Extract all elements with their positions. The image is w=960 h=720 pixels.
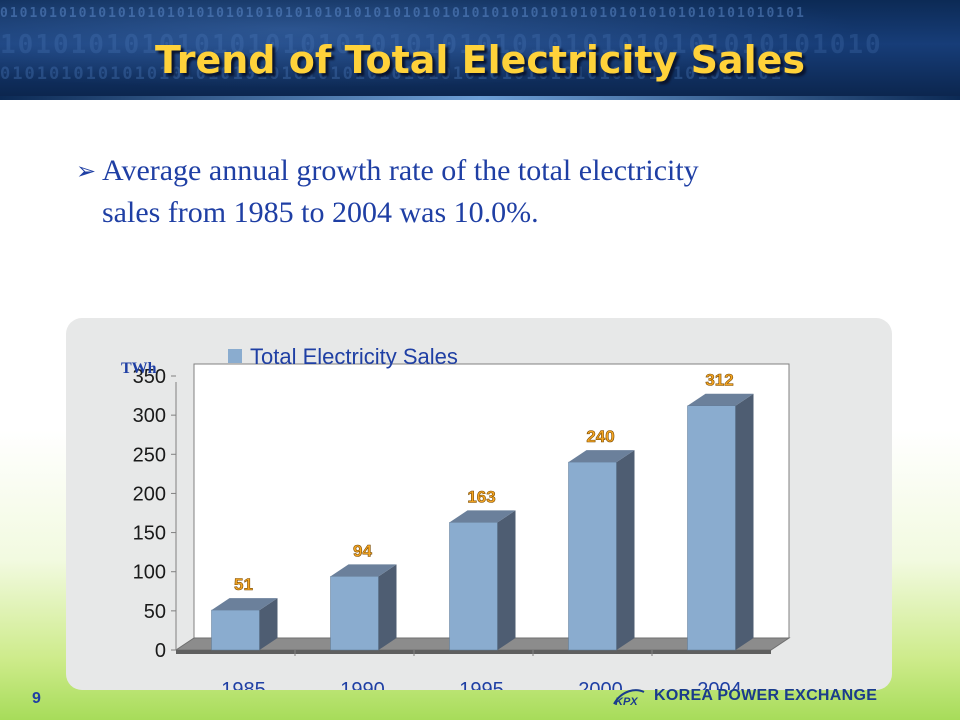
bar xyxy=(449,522,498,651)
x-tick-label: 2004 xyxy=(697,679,742,690)
y-tick-label: 200 xyxy=(133,483,166,505)
bar-top xyxy=(687,393,754,406)
bar-top xyxy=(568,450,635,463)
bar xyxy=(687,405,736,651)
bar-side xyxy=(616,450,635,650)
chart-floor-edge xyxy=(176,650,771,654)
bar-top xyxy=(449,510,516,523)
binary-pattern-decoration: 0101010101010101010101010101010101010101… xyxy=(0,6,960,21)
organization-name: KOREA POWER EXCHANGE xyxy=(654,687,878,704)
bullet-point: ➢ Average annual growth rate of the tota… xyxy=(76,150,866,234)
page-number: 9 xyxy=(32,690,41,707)
y-tick-label: 350 xyxy=(133,366,166,388)
bar xyxy=(330,576,379,651)
header-divider xyxy=(0,96,960,100)
y-tick-label: 300 xyxy=(133,405,166,427)
y-tick-label: 150 xyxy=(133,523,166,545)
data-label: 51 xyxy=(234,575,253,594)
data-label: 94 xyxy=(353,541,372,560)
y-tick-label: 50 xyxy=(144,601,166,623)
arrow-bullet-icon: ➢ xyxy=(76,157,97,185)
data-label: 312 xyxy=(705,371,733,390)
x-tick-label: 1995 xyxy=(459,679,504,690)
y-tick-label: 0 xyxy=(155,640,166,662)
x-tick-label: 1985 xyxy=(221,679,266,690)
y-tick-label: 100 xyxy=(133,562,166,584)
svg-text:KPX: KPX xyxy=(615,696,638,708)
legend-label: Total Electricity Sales xyxy=(250,344,458,369)
bar-side xyxy=(497,510,516,650)
data-label: 163 xyxy=(467,487,495,506)
slide-header: 0101010101010101010101010101010101010101… xyxy=(0,0,960,98)
x-tick-label: 2000 xyxy=(578,679,623,690)
binary-pattern-decoration: 0101010101010101010101010101010101010101… xyxy=(0,64,960,84)
legend-swatch xyxy=(228,349,242,363)
slide-title: Trend of Total Electricity Sales xyxy=(154,38,805,82)
bar-side xyxy=(259,598,278,650)
data-label: 240 xyxy=(586,427,614,446)
bar-top xyxy=(211,598,278,611)
y-axis-unit-label: TWh xyxy=(121,360,157,377)
kpx-logo-icon: KPX xyxy=(613,689,645,708)
bar-side xyxy=(735,393,754,650)
y-tick-label: 250 xyxy=(133,444,166,466)
x-tick-label: 1990 xyxy=(340,679,385,690)
bar xyxy=(568,461,617,651)
bar-top xyxy=(330,564,397,577)
bar xyxy=(211,609,260,651)
header-glow xyxy=(0,0,960,98)
chart-panel: 0 50 100 150 200 250 300 350 TWh Total Electricit… xyxy=(66,318,892,690)
bar-side xyxy=(378,564,397,650)
binary-pattern-decoration: 1010101010101010101010101010101010101010… xyxy=(0,30,960,60)
bullet-text-line-1: Average annual growth rate of the total … xyxy=(102,154,699,187)
bullet-text-line-2: sales from 1985 to 2004 was 10.0%. xyxy=(102,196,539,229)
